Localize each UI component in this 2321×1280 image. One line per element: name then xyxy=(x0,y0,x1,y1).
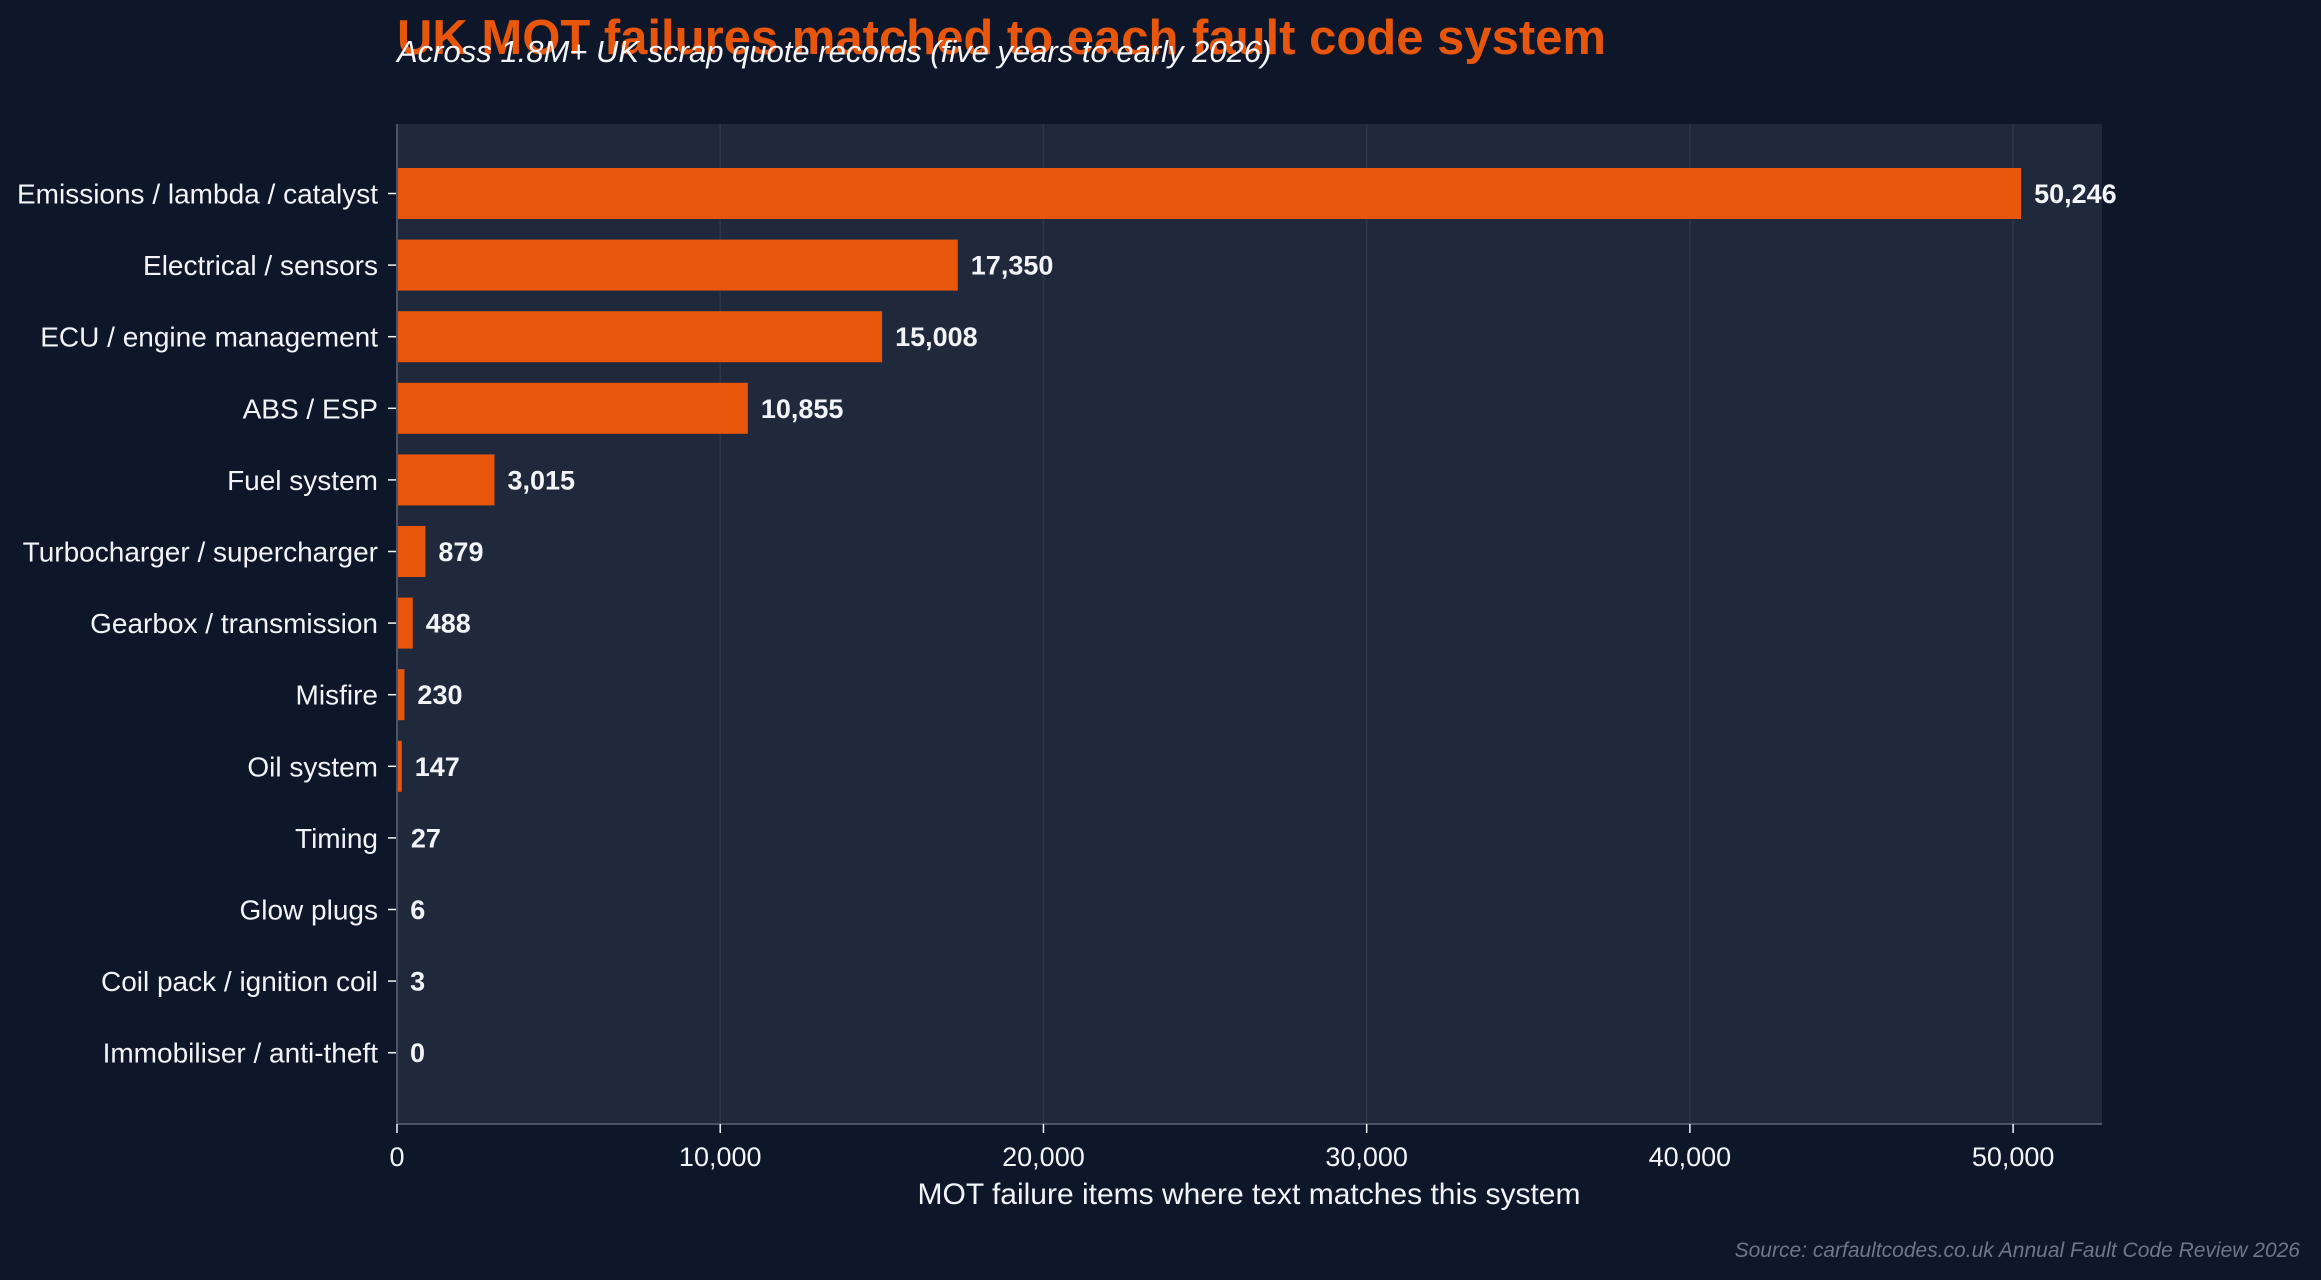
x-tick-label: 40,000 xyxy=(1649,1142,1732,1172)
x-axis-title: MOT failure items where text matches thi… xyxy=(918,1178,1581,1211)
grid-lines xyxy=(719,124,2014,1124)
x-tick-label: 20,000 xyxy=(1002,1142,1085,1172)
bars xyxy=(397,168,2022,1007)
category-label: Coil pack / ignition coil xyxy=(101,966,378,997)
value-label: 0 xyxy=(410,1038,425,1068)
category-label: ECU / engine management xyxy=(40,322,378,353)
bar xyxy=(397,168,2022,219)
x-tick-label: 50,000 xyxy=(1972,1142,2055,1172)
plot-area xyxy=(397,124,2102,1124)
value-label: 6 xyxy=(410,895,425,925)
category-label: Glow plugs xyxy=(239,895,378,926)
category-label: Emissions / lambda / catalyst xyxy=(17,179,378,210)
value-label: 147 xyxy=(415,752,460,782)
category-label: Gearbox / transmission xyxy=(90,608,378,639)
category-label: Immobiliser / anti-theft xyxy=(103,1038,379,1069)
bar xyxy=(397,311,883,363)
x-tick-label: 10,000 xyxy=(679,1142,762,1172)
source-note: Source: carfaultcodes.co.uk Annual Fault… xyxy=(1735,1239,2301,1262)
category-label: Oil system xyxy=(247,751,378,782)
labels: 50,246 Emissions / lambda / catalyst 17,35… xyxy=(17,179,2117,1173)
bar xyxy=(397,239,958,291)
x-tick-label: 0 xyxy=(389,1142,404,1172)
bar xyxy=(397,526,426,577)
chart-subtitle: Across 1.8M+ UK scrap quote records (fiv… xyxy=(395,34,1271,69)
value-label: 15,008 xyxy=(895,322,978,352)
category-label: Turbocharger / supercharger xyxy=(23,537,378,568)
value-label: 10,855 xyxy=(761,394,844,424)
bar xyxy=(397,382,748,434)
category-label: Timing xyxy=(295,823,378,854)
bar xyxy=(397,669,405,721)
bar xyxy=(397,740,402,792)
category-label: ABS / ESP xyxy=(243,393,378,424)
value-label: 879 xyxy=(438,537,483,567)
value-label: 230 xyxy=(417,680,462,710)
x-tick-label: 30,000 xyxy=(1325,1142,1408,1172)
value-label: 17,350 xyxy=(971,251,1054,281)
bar xyxy=(397,597,413,649)
value-label: 3 xyxy=(410,967,425,997)
value-label: 27 xyxy=(411,823,441,853)
axes xyxy=(388,124,2102,1133)
value-label: 488 xyxy=(426,609,471,639)
bar xyxy=(397,454,495,506)
chart-title: UK MOT failures matched to each fault co… xyxy=(397,11,1606,65)
category-label: Fuel system xyxy=(227,465,378,496)
category-label: Misfire xyxy=(296,680,378,711)
value-label: 50,246 xyxy=(2034,179,2117,209)
value-label: 3,015 xyxy=(507,465,575,495)
category-label: Electrical / sensors xyxy=(143,250,378,281)
